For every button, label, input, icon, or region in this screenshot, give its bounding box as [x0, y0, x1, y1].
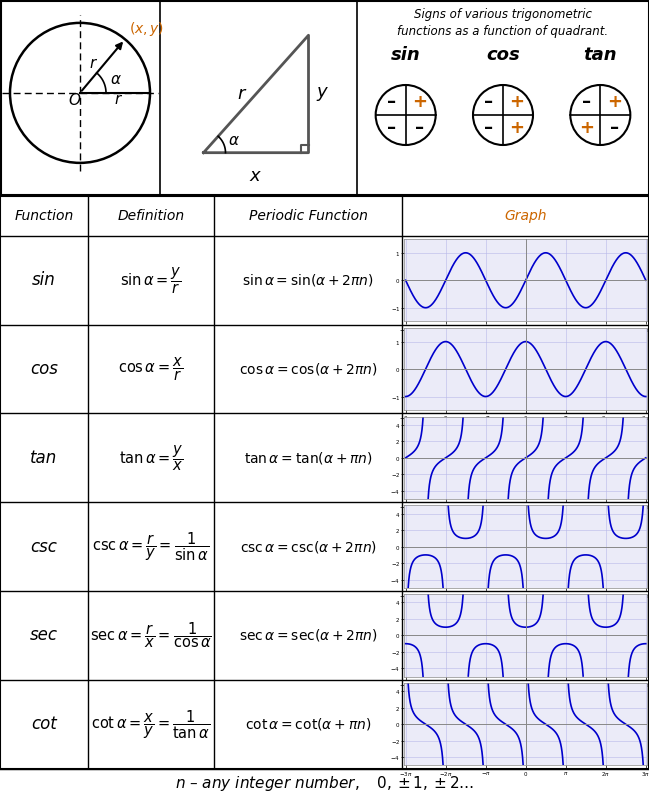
Text: Definition: Definition [117, 209, 184, 223]
Text: $r$: $r$ [89, 56, 98, 70]
Text: $\cot\alpha = \dfrac{x}{y} = \dfrac{1}{\tan\alpha}$: $\cot\alpha = \dfrac{x}{y} = \dfrac{1}{\… [92, 708, 210, 741]
Text: Function: Function [14, 209, 73, 223]
Text: +: + [509, 93, 524, 111]
Text: –: – [387, 118, 396, 137]
Text: –: – [582, 93, 591, 111]
Text: $r$: $r$ [237, 85, 247, 103]
Text: $\tan\alpha = \dfrac{y}{x}$: $\tan\alpha = \dfrac{y}{x}$ [119, 443, 183, 473]
Text: Signs of various trigonometric
functions as a function of quadrant.: Signs of various trigonometric functions… [397, 8, 609, 38]
Text: $x$: $x$ [249, 167, 263, 185]
Text: tan: tan [583, 46, 617, 64]
Text: $\alpha$: $\alpha$ [228, 133, 240, 148]
Text: Periodic Function: Periodic Function [249, 209, 368, 223]
Text: sin: sin [32, 271, 56, 289]
Text: –: – [610, 118, 619, 137]
Text: cot: cot [31, 715, 56, 733]
Text: –: – [484, 118, 493, 137]
Text: $O$: $O$ [68, 92, 81, 108]
Text: $\cot\alpha = \cot(\alpha + \pi n)$: $\cot\alpha = \cot(\alpha + \pi n)$ [245, 716, 371, 732]
Text: $\csc\alpha = \dfrac{r}{y} = \dfrac{1}{\sin\alpha}$: $\csc\alpha = \dfrac{r}{y} = \dfrac{1}{\… [92, 531, 210, 563]
Text: $r$: $r$ [114, 92, 123, 107]
Text: tan: tan [31, 449, 57, 467]
Text: +: + [607, 93, 622, 111]
Text: cos: cos [486, 46, 520, 64]
Text: $\sec\alpha = \dfrac{r}{x} = \dfrac{1}{\cos\alpha}$: $\sec\alpha = \dfrac{r}{x} = \dfrac{1}{\… [90, 621, 212, 650]
Text: $\cos\alpha = \cos(\alpha + 2\pi n)$: $\cos\alpha = \cos(\alpha + 2\pi n)$ [239, 361, 378, 377]
Text: csc: csc [31, 538, 57, 555]
Text: $\sec\alpha = \sec(\alpha + 2\pi n)$: $\sec\alpha = \sec(\alpha + 2\pi n)$ [239, 627, 378, 643]
Text: –: – [387, 93, 396, 111]
Text: +: + [579, 118, 594, 137]
Text: –: – [484, 93, 493, 111]
Text: $y$: $y$ [317, 85, 330, 103]
Text: $\sin\alpha = \sin(\alpha + 2\pi n)$: $\sin\alpha = \sin(\alpha + 2\pi n)$ [242, 272, 374, 288]
Text: +: + [412, 93, 427, 111]
Text: +: + [509, 118, 524, 137]
Text: $n$ – $any\ integer\ number,$$\quad 0, \pm 1, \pm 2\ldots$: $n$ – $any\ integer\ number,$$\quad 0, \… [175, 774, 474, 793]
Text: $(x, y)$: $(x, y)$ [129, 20, 164, 38]
Text: $\alpha$: $\alpha$ [110, 72, 122, 87]
Text: $\cos\alpha = \dfrac{x}{r}$: $\cos\alpha = \dfrac{x}{r}$ [118, 356, 184, 383]
Text: $\csc\alpha = \csc(\alpha + 2\pi n)$: $\csc\alpha = \csc(\alpha + 2\pi n)$ [239, 539, 377, 555]
Text: Graph: Graph [504, 209, 547, 223]
Text: sin: sin [391, 46, 421, 64]
Text: $\tan\alpha = \tan(\alpha + \pi n)$: $\tan\alpha = \tan(\alpha + \pi n)$ [244, 450, 373, 466]
Text: –: – [415, 118, 424, 137]
Text: cos: cos [30, 360, 58, 378]
Text: $\sin\alpha = \dfrac{y}{r}$: $\sin\alpha = \dfrac{y}{r}$ [120, 265, 182, 296]
Text: sec: sec [30, 626, 58, 645]
